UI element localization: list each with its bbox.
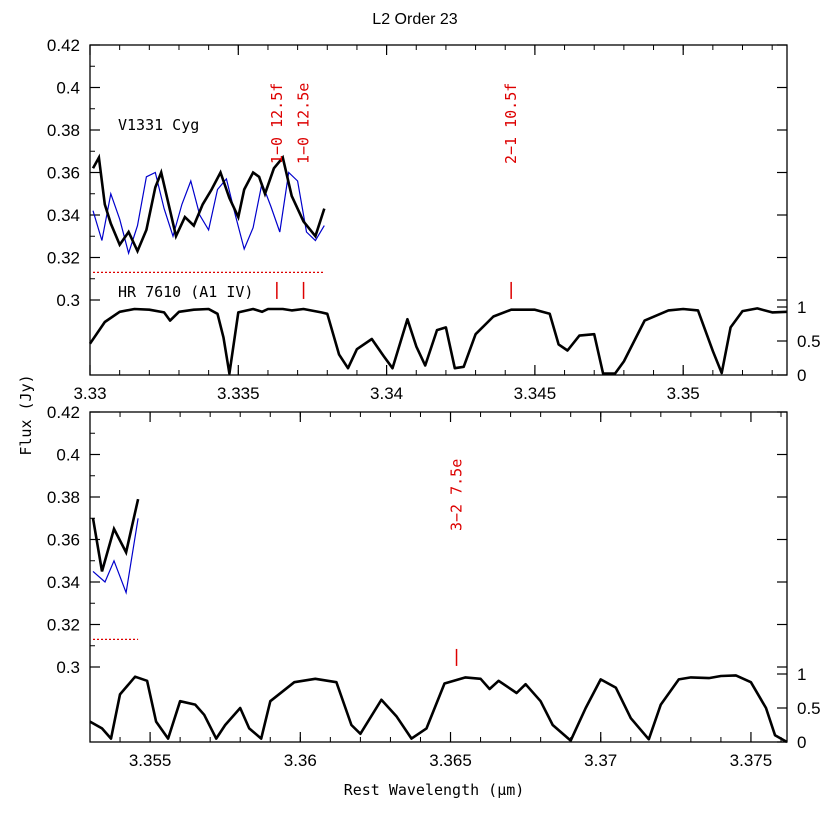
- observed-spectrum: [91, 153, 326, 255]
- y-tick-label: 0.3: [56, 658, 80, 677]
- x-tick-label: 3.34: [370, 384, 403, 403]
- y2-tick-label: 1: [797, 665, 806, 684]
- y-tick-label: 0.36: [47, 531, 80, 550]
- model-spectrum: [92, 518, 139, 595]
- y2-tick-label: 0: [797, 733, 806, 752]
- y-tick-label: 0.38: [47, 121, 80, 140]
- axes-frame: [89, 411, 788, 743]
- y-tick-label: 0.38: [47, 488, 80, 507]
- target-label: V1331 Cyg: [118, 116, 199, 134]
- model-spectrum: [92, 171, 325, 256]
- y2-tick-label: 0.5: [797, 699, 821, 718]
- y-tick-label: 0.34: [47, 573, 80, 592]
- line-id-label: 2−1 10.5f: [502, 83, 520, 164]
- x-tick-label: 3.37: [584, 751, 617, 770]
- x-axis-label: Rest Wavelength (μm): [344, 781, 525, 799]
- y-tick-label: 0.32: [47, 616, 80, 635]
- y-tick-label: 0.42: [47, 36, 80, 55]
- figure-title: L2 Order 23: [372, 11, 457, 28]
- x-tick-label: 3.355: [129, 751, 172, 770]
- x-tick-label: 3.375: [730, 751, 773, 770]
- standard-star-spectrum: [88, 307, 788, 375]
- observed-spectrum: [91, 498, 140, 572]
- x-tick-label: 3.335: [217, 384, 260, 403]
- y-tick-label: 0.3: [56, 291, 80, 310]
- standard-label: HR 7610 (A1 IV): [118, 283, 253, 301]
- x-tick-label: 3.345: [514, 384, 557, 403]
- y-tick-label: 0.36: [47, 164, 80, 183]
- x-tick-label: 3.35: [667, 384, 700, 403]
- y-axis-label: Flux (Jy): [17, 374, 35, 455]
- y2-tick-label: 1: [797, 298, 806, 317]
- line-id-label: 3−2 7.5e: [448, 459, 466, 531]
- y2-tick-label: 0: [797, 366, 806, 385]
- y2-tick-label: 0.5: [797, 332, 821, 351]
- axes-frame: [89, 44, 788, 376]
- y-tick-label: 0.4: [56, 79, 80, 98]
- y-tick-label: 0.32: [47, 249, 80, 268]
- y-tick-label: 0.34: [47, 206, 80, 225]
- y-tick-label: 0.42: [47, 403, 80, 422]
- line-id-label: 1−0 12.5f: [268, 83, 286, 164]
- standard-star-spectrum: [89, 674, 788, 744]
- panel-bottom: 0.3 0.32 0.34 0.36 0.38 0.4 0.42 0 0.5 1 3.355 3.36…: [47, 403, 821, 770]
- y-tick-label: 0.4: [56, 446, 80, 465]
- panel-top: 0.3 0.32 0.34 0.36 0.38 0.4 0.42 0 0.5 1 3.33 3.335…: [47, 36, 821, 403]
- x-tick-label: 3.33: [73, 384, 106, 403]
- x-tick-label: 3.365: [429, 751, 472, 770]
- line-id-label: 1−0 12.5e: [295, 83, 313, 164]
- x-tick-label: 3.36: [284, 751, 317, 770]
